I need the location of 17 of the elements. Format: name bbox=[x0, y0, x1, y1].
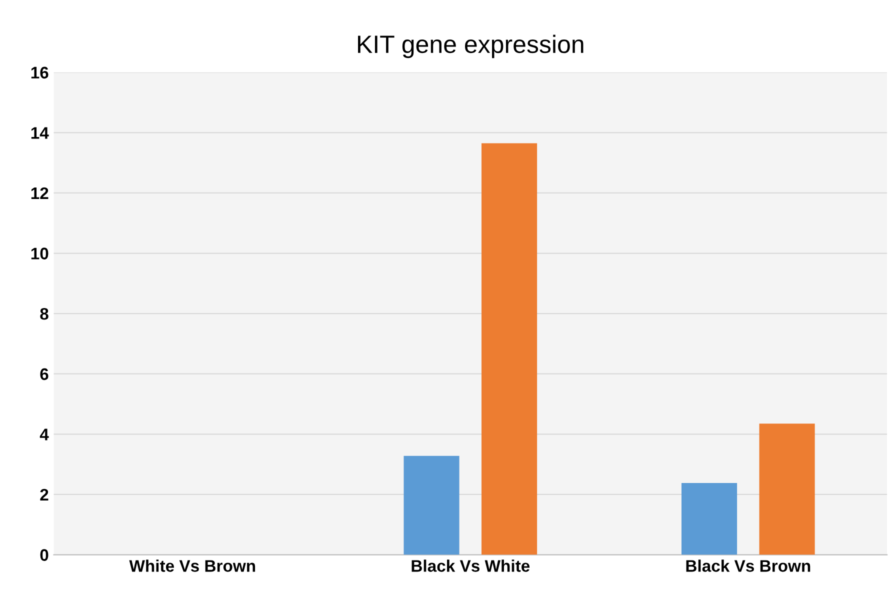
y-tick-label: 8 bbox=[40, 308, 48, 320]
y-tick-label: 12 bbox=[31, 187, 48, 199]
y-tick-label: 16 bbox=[31, 66, 48, 79]
bar bbox=[404, 456, 460, 555]
y-tick-label: 4 bbox=[40, 428, 49, 440]
bar bbox=[482, 143, 538, 555]
x-tick-label: Black Vs White bbox=[412, 560, 530, 572]
chart-title: KIT gene expression bbox=[358, 34, 584, 58]
x-tick-label: Black Vs Brown bbox=[686, 560, 810, 572]
bar bbox=[759, 424, 815, 555]
y-tick-label: 6 bbox=[40, 368, 48, 380]
x-tick-label: White Vs Brown bbox=[129, 560, 256, 572]
y-tick-label: 10 bbox=[31, 248, 48, 260]
bar bbox=[682, 483, 738, 555]
y-tick-label: 14 bbox=[31, 127, 49, 139]
y-tick-label: 2 bbox=[40, 488, 48, 500]
y-tick-label: 0 bbox=[40, 549, 48, 561]
